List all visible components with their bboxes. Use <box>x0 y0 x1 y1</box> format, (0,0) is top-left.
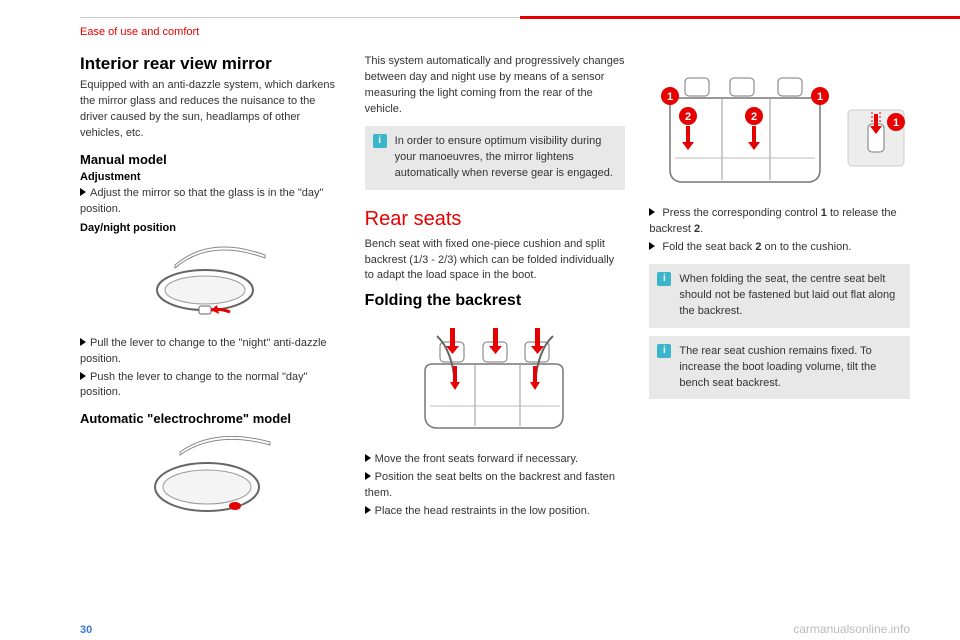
illus-mirror-manual <box>80 240 341 330</box>
svg-text:1: 1 <box>817 91 823 103</box>
label-daynight: Day/night position <box>80 222 341 234</box>
heading-auto-model: Automatic "electrochrome" model <box>80 411 341 426</box>
bullet-adjust: Adjust the mirror so that the glass is i… <box>80 186 341 218</box>
info-icon: i <box>657 272 671 286</box>
info-text-1: In order to ensure optimum visibility du… <box>395 135 613 179</box>
bullet-adjust-text: Adjust the mirror so that the glass is i… <box>80 187 323 215</box>
bullet-icon <box>365 506 371 514</box>
bullet-icon <box>649 208 655 216</box>
bullet-head-restraints: Place the head restraints in the low pos… <box>365 504 626 520</box>
column-3: 1 1 2 2 1 <box>649 54 910 538</box>
info-text-3: The rear seat cushion remains fixed. To … <box>679 345 876 389</box>
bullet-icon <box>80 188 86 196</box>
press-c: . <box>700 223 703 235</box>
intro-text: Equipped with an anti-dazzle system, whi… <box>80 78 341 142</box>
fold-b: on to the cushion. <box>761 241 851 253</box>
illus-folding-2: 1 1 2 2 1 <box>649 60 910 200</box>
column-2: This system automatically and progressiv… <box>365 54 626 538</box>
fold-a: Fold the seat back <box>662 241 755 253</box>
bullet-push: Push the lever to change to the normal "… <box>80 370 341 402</box>
bullet-press-control: Press the corresponding control 1 to rel… <box>649 206 910 238</box>
label-adjustment: Adjustment <box>80 171 341 183</box>
svg-text:1: 1 <box>667 91 673 103</box>
auto-text: This system automatically and progressiv… <box>365 54 626 118</box>
svg-text:1: 1 <box>893 117 899 129</box>
info-box-2: i When folding the seat, the centre seat… <box>649 264 910 328</box>
title-interior-mirror: Interior rear view mirror <box>80 54 341 74</box>
bullet-icon <box>365 472 371 480</box>
bullet-fold-back: Fold the seat back 2 on to the cushion. <box>649 240 910 256</box>
press-a: Press the corresponding control <box>662 207 820 219</box>
bullet-move-front-text: Move the front seats forward if necessar… <box>375 453 578 465</box>
info-icon: i <box>657 344 671 358</box>
bullet-head-restraints-text: Place the head restraints in the low pos… <box>375 505 590 517</box>
section-header: Ease of use and comfort <box>80 26 910 38</box>
bullet-move-front: Move the front seats forward if necessar… <box>365 452 626 468</box>
columns: Interior rear view mirror Equipped with … <box>80 54 910 538</box>
info-text-2: When folding the seat, the centre seat b… <box>679 273 895 317</box>
bullet-position-belts-text: Position the seat belts on the backrest … <box>365 471 615 499</box>
info-icon: i <box>373 134 387 148</box>
bullet-position-belts: Position the seat belts on the backrest … <box>365 470 626 502</box>
heading-folding-backrest: Folding the backrest <box>365 292 626 310</box>
info-box-3: i The rear seat cushion remains fixed. T… <box>649 336 910 400</box>
svg-text:2: 2 <box>685 111 691 123</box>
column-1: Interior rear view mirror Equipped with … <box>80 54 341 538</box>
bullet-icon <box>80 372 86 380</box>
page: Ease of use and comfort Interior rear vi… <box>0 0 960 548</box>
illus-folding-1 <box>365 316 626 446</box>
heading-manual-model: Manual model <box>80 152 341 167</box>
watermark: carmanualsonline.info <box>793 622 910 636</box>
svg-text:2: 2 <box>751 111 757 123</box>
bullet-pull: Pull the lever to change to the "night" … <box>80 336 341 368</box>
bullet-icon <box>649 242 655 250</box>
bullet-icon <box>365 454 371 462</box>
illus-mirror-auto <box>80 432 341 532</box>
bullet-pull-text: Pull the lever to change to the "night" … <box>80 337 327 365</box>
bullet-push-text: Push the lever to change to the normal "… <box>80 371 308 399</box>
bullet-icon <box>80 338 86 346</box>
info-box-1: i In order to ensure optimum visibility … <box>365 126 626 190</box>
page-number: 30 <box>80 624 92 636</box>
rear-seats-intro: Bench seat with fixed one-piece cushion … <box>365 237 626 285</box>
title-rear-seats: Rear seats <box>365 208 626 231</box>
